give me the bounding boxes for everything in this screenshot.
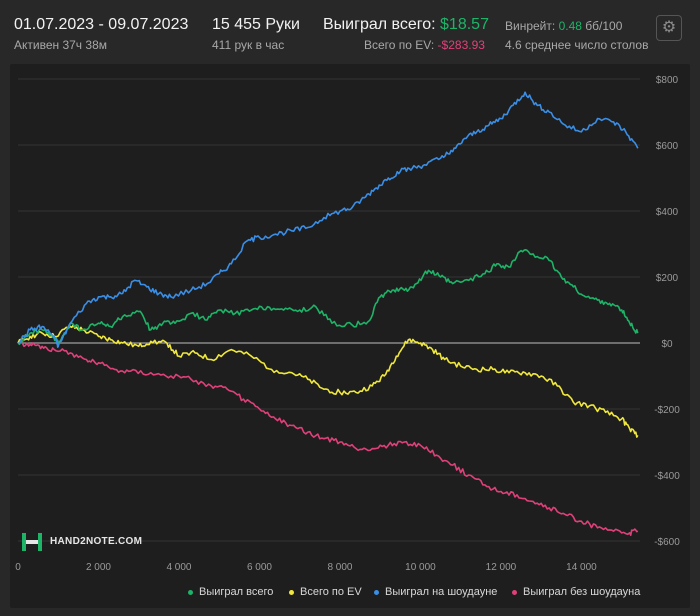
hand2note-logo: HAND2NOTE.COM <box>22 529 142 557</box>
hands-count: 15 455 Руки <box>212 16 300 33</box>
series-line-won-total <box>17 249 639 346</box>
winrate-unit: бб/100 <box>585 19 623 33</box>
y-axis-ticks: $800 $600 $400 $200 $0 -$200 -$400 -$600 <box>654 75 680 548</box>
series-line-showdown <box>17 91 639 349</box>
legend-item-non-showdown[interactable]: Выиграл без шоудауна <box>512 586 640 598</box>
legend-label-won-total: Выиграл всего <box>199 586 274 598</box>
y-tick-label: $0 <box>661 339 673 350</box>
legend-dot-won-total <box>188 589 193 595</box>
legend-label-non-showdown: Выиграл без шоудауна <box>523 586 641 598</box>
date-range[interactable]: 01.07.2023 - 09.07.2023 <box>14 16 189 33</box>
winrate: Винрейт: 0.48 бб/100 <box>505 19 622 33</box>
won-total: Выиграл всего: $18.57 <box>323 16 489 34</box>
x-tick-label: 2 000 <box>86 562 111 573</box>
y-tick-label: $800 <box>656 75 679 86</box>
legend-dot-non-showdown <box>512 589 517 595</box>
hand2note-logo-icon <box>22 533 42 551</box>
x-tick-label: 6 000 <box>247 562 272 573</box>
winrate-value: 0.48 <box>558 19 582 33</box>
legend-label-showdown: Выиграл на шоудауне <box>385 586 498 598</box>
y-tick-label: $400 <box>656 207 679 218</box>
y-tick-label: $600 <box>656 141 679 152</box>
x-axis-ticks: 0 2 000 4 000 6 000 8 000 10 000 12 000 14 000 <box>15 562 597 573</box>
avg-tables: 4.6 среднее число столов <box>505 38 649 52</box>
chart-legend: Выиграл всего Всего по EV Выиграл на шоу… <box>0 586 700 600</box>
active-time: Активен 37ч 38м <box>14 38 107 52</box>
x-tick-label: 10 000 <box>405 562 436 573</box>
ev-total-label: Всего по EV: <box>364 38 435 52</box>
ev-total-value: -$283.93 <box>437 38 485 52</box>
won-total-value: $18.57 <box>440 16 489 33</box>
x-tick-label: 0 <box>15 562 21 573</box>
y-tick-label: -$200 <box>654 405 680 416</box>
chart-series <box>17 91 639 537</box>
header: 01.07.2023 - 09.07.2023 Активен 37ч 38м … <box>0 0 700 58</box>
y-tick-label: $200 <box>656 273 679 284</box>
x-tick-label: 8 000 <box>327 562 352 573</box>
hands-per-hour: 411 рук в час <box>212 38 285 52</box>
x-tick-label: 4 000 <box>166 562 191 573</box>
ev-total: Всего по EV: -$283.93 <box>364 38 485 52</box>
y-tick-label: -$600 <box>654 537 680 548</box>
series-line-non-showdown <box>17 341 639 537</box>
legend-label-ev: Всего по EV <box>300 586 362 598</box>
legend-dot-ev <box>289 589 294 595</box>
series-line-ev <box>17 324 639 438</box>
legend-dot-showdown <box>374 589 379 595</box>
legend-item-showdown[interactable]: Выиграл на шоудауне <box>374 586 497 598</box>
won-total-label: Выиграл всего: <box>323 16 436 33</box>
winrate-label: Винрейт: <box>505 19 556 33</box>
legend-item-won-total[interactable]: Выиграл всего <box>188 586 273 598</box>
hand2note-logo-text: HAND2NOTE.COM <box>50 536 143 547</box>
x-tick-label: 14 000 <box>566 562 597 573</box>
y-tick-label: -$400 <box>654 471 680 482</box>
chart-area <box>10 64 690 608</box>
chart-grid <box>18 78 640 542</box>
x-tick-label: 12 000 <box>486 562 517 573</box>
legend-item-ev[interactable]: Всего по EV <box>289 586 362 598</box>
gear-icon[interactable]: ⚙ <box>656 15 682 41</box>
